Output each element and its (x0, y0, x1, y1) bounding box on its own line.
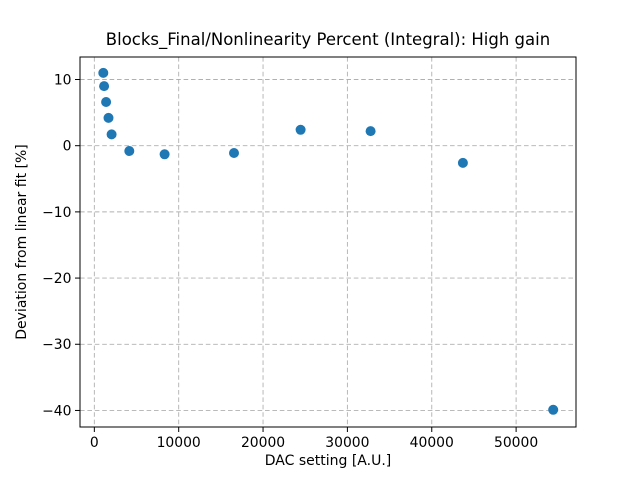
data-point (106, 129, 117, 140)
data-point (548, 404, 559, 415)
x-tick-label: 10000 (157, 435, 201, 451)
data-point (124, 146, 135, 156)
x-tick-label: 20000 (241, 435, 285, 451)
y-tick-label: 0 (63, 139, 72, 155)
data-point (159, 149, 170, 160)
chart-title: Blocks_Final/Nonlinearity Percent (Integ… (105, 30, 551, 49)
data-point (101, 97, 112, 107)
axes-spines (79, 56, 577, 428)
data-point (457, 157, 468, 168)
x-tick-label: 30000 (325, 435, 369, 451)
data-point (103, 112, 114, 123)
x-tick-label: 40000 (410, 435, 454, 451)
x-axis-label: DAC setting [A.U.] (264, 453, 392, 469)
data-point (98, 67, 109, 78)
y-tick-label: −10 (42, 205, 71, 221)
data-point (229, 148, 239, 158)
y-tick-label: −20 (42, 271, 71, 287)
data-point (365, 126, 376, 137)
data-point (99, 81, 110, 92)
x-tick-label: 0 (90, 435, 99, 451)
data-point (295, 124, 306, 135)
y-tick-label: −30 (42, 337, 71, 353)
plot-area (80, 57, 576, 427)
y-tick-label: −40 (42, 403, 71, 419)
y-tick-label: 10 (54, 72, 72, 88)
x-tick-label: 50000 (494, 435, 538, 451)
